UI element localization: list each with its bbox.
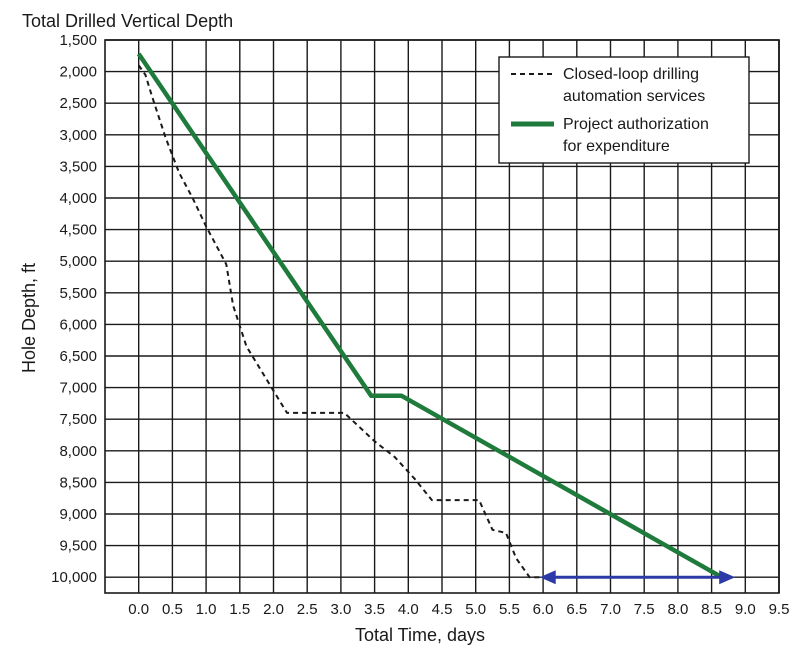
y-tick-label: 5,500 — [59, 285, 97, 302]
time-savings-double-arrow — [539, 570, 736, 585]
y-axis-label: Hole Depth, ft — [19, 263, 39, 373]
y-tick-label: 4,000 — [59, 190, 97, 207]
y-tick-label: 10,000 — [51, 569, 97, 586]
x-tick-label: 0.0 — [128, 601, 149, 618]
y-tick-label: 5,000 — [59, 253, 97, 270]
arrow-head-right — [719, 570, 736, 585]
x-tick-label: 7.0 — [600, 601, 621, 618]
x-tick-label: 8.5 — [701, 601, 722, 618]
x-tick-label: 2.0 — [263, 601, 284, 618]
legend-label: Closed-loop drilling — [563, 66, 699, 83]
x-tick-label: 5.0 — [465, 601, 486, 618]
x-tick-label: 3.0 — [330, 601, 351, 618]
y-tick-labels: 1,500 2,000 2,500 3,000 3,500 4,000 4,500 5,000… — [51, 32, 97, 586]
y-tick-label: 9,000 — [59, 506, 97, 523]
y-tick-label: 8,000 — [59, 443, 97, 460]
x-tick-label: 9.5 — [769, 601, 790, 618]
legend-label: automation services — [563, 88, 705, 105]
x-tick-label: 4.0 — [398, 601, 419, 618]
y-tick-label: 7,000 — [59, 380, 97, 397]
y-tick-label: 3,500 — [59, 158, 97, 175]
x-axis-label: Total Time, days — [355, 625, 485, 645]
y-tick-label: 9,500 — [59, 538, 97, 555]
y-tick-label: 2,000 — [59, 64, 97, 81]
x-tick-label: 8.0 — [667, 601, 688, 618]
annotations — [539, 570, 736, 585]
arrow-head-left — [539, 570, 556, 585]
series-closed-loop-line — [137, 64, 540, 579]
y-tick-label: 3,000 — [59, 127, 97, 144]
x-tick-label: 6.5 — [566, 601, 587, 618]
y-tick-label: 2,500 — [59, 95, 97, 112]
y-tick-label: 6,000 — [59, 316, 97, 333]
x-tick-label: 1.5 — [229, 601, 250, 618]
chart-title: Total Drilled Vertical Depth — [22, 11, 233, 31]
legend-label: Project authorization — [563, 116, 709, 133]
x-tick-label: 1.0 — [196, 601, 217, 618]
x-tick-label: 7.5 — [634, 601, 655, 618]
x-tick-label: 6.0 — [533, 601, 554, 618]
x-tick-labels: 0.0 0.5 1.0 1.5 2.0 2.5 3.0 3.5 4.0 4.5 5.0 5.5 6.0 6… — [128, 601, 789, 618]
x-tick-label: 5.5 — [499, 601, 520, 618]
series-lines — [136, 52, 723, 580]
y-tick-label: 6,500 — [59, 348, 97, 365]
y-tick-label: 1,500 — [59, 32, 97, 49]
series-project-afe-line — [136, 52, 723, 580]
x-tick-label: 3.5 — [364, 601, 385, 618]
y-tick-label: 7,500 — [59, 411, 97, 428]
x-tick-label: 9.0 — [735, 601, 756, 618]
y-tick-label: 4,500 — [59, 222, 97, 239]
x-tick-label: 4.5 — [432, 601, 453, 618]
legend-label: for expenditure — [563, 138, 670, 155]
legend: Closed-loop drilling automation services P… — [498, 56, 750, 164]
x-tick-label: 2.5 — [297, 601, 318, 618]
x-tick-label: 0.5 — [162, 601, 183, 618]
y-tick-label: 8,500 — [59, 474, 97, 491]
